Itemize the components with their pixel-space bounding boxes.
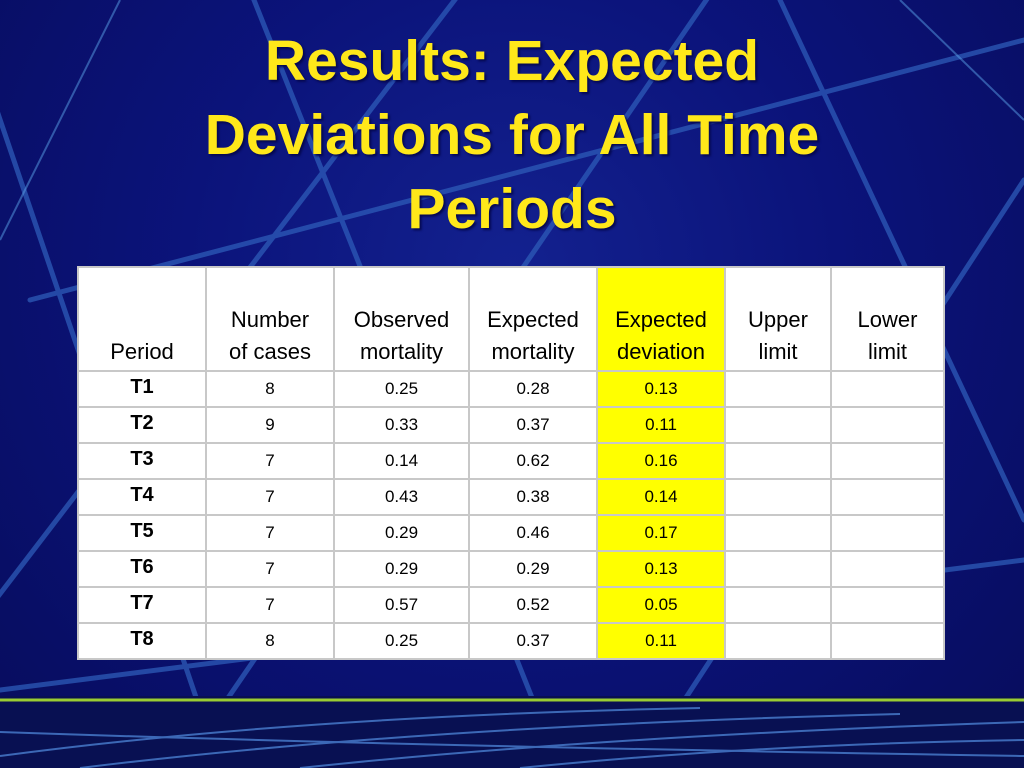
cell-number-of-cases: 7 bbox=[205, 586, 335, 624]
cell-upper-limit bbox=[724, 550, 832, 588]
cell-number-of-cases: 7 bbox=[205, 550, 335, 588]
band-curve bbox=[79, 713, 901, 768]
cell-lower-limit bbox=[830, 442, 945, 480]
cell-number-of-cases: 8 bbox=[205, 370, 335, 408]
cell-lower-limit bbox=[830, 586, 945, 624]
table-row: T1 8 0.25 0.28 0.13 bbox=[77, 370, 945, 408]
band-curve bbox=[299, 721, 1024, 768]
cell-observed-mortality: 0.14 bbox=[333, 442, 470, 480]
cell-period: T5 bbox=[77, 514, 207, 552]
cell-number-of-cases: 9 bbox=[205, 406, 335, 444]
cell-period: T2 bbox=[77, 406, 207, 444]
cell-period: T7 bbox=[77, 586, 207, 624]
cell-period: T4 bbox=[77, 478, 207, 516]
cell-expected-mortality: 0.28 bbox=[468, 370, 598, 408]
cell-observed-mortality: 0.29 bbox=[333, 514, 470, 552]
band-curve bbox=[0, 731, 1024, 757]
table-row: T3 7 0.14 0.62 0.16 bbox=[77, 442, 945, 480]
title-line: Results: Expected bbox=[264, 29, 760, 93]
header-period: Period bbox=[77, 266, 207, 372]
cell-expected-deviation: 0.17 bbox=[596, 514, 726, 552]
cell-expected-mortality: 0.46 bbox=[468, 514, 598, 552]
results-table: Period Number of cases Observed mortality … bbox=[77, 266, 945, 660]
cell-observed-mortality: 0.57 bbox=[333, 586, 470, 624]
cell-number-of-cases: 8 bbox=[205, 622, 335, 660]
band-curve bbox=[0, 707, 701, 757]
table-row: T4 7 0.43 0.38 0.14 bbox=[77, 478, 945, 516]
cell-expected-deviation: 0.11 bbox=[596, 622, 726, 660]
cell-expected-deviation: 0.13 bbox=[596, 370, 726, 408]
cell-upper-limit bbox=[724, 406, 832, 444]
cell-lower-limit bbox=[830, 370, 945, 408]
cell-observed-mortality: 0.25 bbox=[333, 370, 470, 408]
cell-period: T1 bbox=[77, 370, 207, 408]
table-row: T8 8 0.25 0.37 0.11 bbox=[77, 622, 945, 660]
cell-expected-mortality: 0.29 bbox=[468, 550, 598, 588]
results-table-container: Period Number of cases Observed mortality … bbox=[77, 266, 945, 660]
header-expected-mortality: Expected mortality bbox=[468, 266, 598, 372]
bg-line bbox=[777, 0, 1024, 523]
cell-lower-limit bbox=[830, 478, 945, 516]
table-row: T5 7 0.29 0.46 0.17 bbox=[77, 514, 945, 552]
cell-number-of-cases: 7 bbox=[205, 514, 335, 552]
cell-upper-limit bbox=[724, 370, 832, 408]
bottom-decorative-band bbox=[0, 696, 1024, 768]
bg-line bbox=[899, 0, 1024, 121]
cell-number-of-cases: 7 bbox=[205, 478, 335, 516]
bg-line bbox=[27, 37, 1024, 303]
cell-upper-limit bbox=[724, 442, 832, 480]
cell-observed-mortality: 0.33 bbox=[333, 406, 470, 444]
cell-expected-mortality: 0.38 bbox=[468, 478, 598, 516]
cell-expected-deviation: 0.14 bbox=[596, 478, 726, 516]
cell-expected-mortality: 0.37 bbox=[468, 622, 598, 660]
cell-lower-limit bbox=[830, 550, 945, 588]
cell-period: T3 bbox=[77, 442, 207, 480]
cell-observed-mortality: 0.43 bbox=[333, 478, 470, 516]
cell-lower-limit bbox=[830, 622, 945, 660]
table-header-row: Period Number of cases Observed mortality … bbox=[77, 266, 945, 372]
cell-upper-limit bbox=[724, 586, 832, 624]
title-line: Deviations for All Time bbox=[204, 103, 820, 167]
table-row: T6 7 0.29 0.29 0.13 bbox=[77, 550, 945, 588]
table-row: T2 9 0.33 0.37 0.11 bbox=[77, 406, 945, 444]
cell-observed-mortality: 0.25 bbox=[333, 622, 470, 660]
header-lower-limit: Lower limit bbox=[830, 266, 945, 372]
header-observed-mortality: Observed mortality bbox=[333, 266, 470, 372]
cell-expected-mortality: 0.52 bbox=[468, 586, 598, 624]
cell-period: T6 bbox=[77, 550, 207, 588]
header-upper-limit: Upper limit bbox=[724, 266, 832, 372]
cell-expected-deviation: 0.05 bbox=[596, 586, 726, 624]
cell-upper-limit bbox=[724, 622, 832, 660]
cell-expected-deviation: 0.11 bbox=[596, 406, 726, 444]
cell-period: T8 bbox=[77, 622, 207, 660]
cell-expected-mortality: 0.62 bbox=[468, 442, 598, 480]
cell-number-of-cases: 7 bbox=[205, 442, 335, 480]
cell-observed-mortality: 0.29 bbox=[333, 550, 470, 588]
band-curve bbox=[519, 739, 1024, 768]
band-background bbox=[0, 696, 1024, 768]
title-line: Periods bbox=[407, 177, 617, 241]
cell-expected-mortality: 0.37 bbox=[468, 406, 598, 444]
cell-lower-limit bbox=[830, 514, 945, 552]
header-number-of-cases: Number of cases bbox=[205, 266, 335, 372]
bg-line bbox=[0, 0, 121, 241]
header-expected-deviation: Expected deviation bbox=[596, 266, 726, 372]
cell-lower-limit bbox=[830, 406, 945, 444]
cell-expected-deviation: 0.16 bbox=[596, 442, 726, 480]
table-row: T7 7 0.57 0.52 0.05 bbox=[77, 586, 945, 624]
cell-expected-deviation: 0.13 bbox=[596, 550, 726, 588]
cell-upper-limit bbox=[724, 478, 832, 516]
slide-title: Results: Expected Deviations for All Tim… bbox=[0, 24, 1024, 246]
cell-upper-limit bbox=[724, 514, 832, 552]
